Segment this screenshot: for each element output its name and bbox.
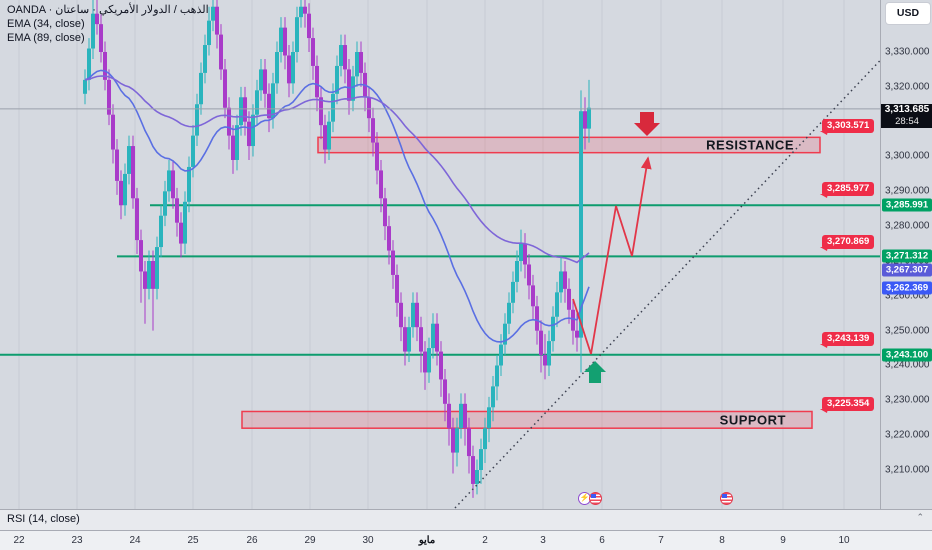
horizontal-level-lines[interactable]	[0, 204, 880, 356]
down-block-arrow[interactable]	[634, 112, 660, 136]
price-callout-label[interactable]: 3,285.977	[822, 182, 875, 196]
pane-collapse-icon[interactable]: ⌃	[916, 512, 924, 522]
current-price-value: 3,313.685	[884, 103, 930, 115]
indicator-ema34-label[interactable]: EMA (34, close)	[7, 18, 85, 30]
price-level-tag: 3,285.991	[882, 198, 932, 212]
price-tick: 3,300.000	[885, 150, 930, 162]
ema-34-line	[84, 69, 590, 343]
chart-plot: RESISTANCE SUPPORT	[0, 0, 880, 509]
zone-label: RESISTANCE	[706, 137, 794, 152]
price-level-tag: 3,267.307	[882, 263, 932, 277]
price-tick: 3,330.000	[885, 46, 930, 58]
us-economic-event-icon[interactable]	[720, 492, 733, 505]
projection-zigzag-arrow[interactable]	[572, 156, 652, 355]
time-tick: 8	[719, 535, 725, 546]
bar-countdown: 28:54	[895, 115, 919, 127]
price-tick: 3,210.000	[885, 464, 930, 476]
time-axis[interactable]: 22 23 24 25 26 29 30 مايو 2 3 6 7 8 9 10	[0, 530, 932, 550]
symbol-title[interactable]: OANDA · الذهب / الدولار الأمريكي · ساعتا…	[7, 4, 209, 16]
price-tick: 3,290.000	[885, 185, 930, 197]
time-tick: 30	[362, 535, 374, 546]
price-callout-label[interactable]: 3,225.354	[822, 397, 875, 411]
price-tick: 3,230.000	[885, 394, 930, 406]
time-tick: 6	[599, 535, 605, 546]
time-tick: 24	[129, 535, 141, 546]
rsi-indicator-label[interactable]: RSI (14, close)	[7, 513, 80, 525]
price-level-tag: 3,271.312	[882, 249, 932, 263]
price-level-tag: 3,262.369	[882, 281, 932, 295]
time-tick: 9	[780, 535, 786, 546]
price-axis[interactable]: 3,313.685 28:54 3,330.0003,320.0003,310.…	[880, 0, 932, 509]
ema-89-line	[84, 75, 590, 264]
price-tick: 3,240.000	[885, 359, 930, 371]
time-tick: 25	[187, 535, 199, 546]
us-economic-event-icon[interactable]	[589, 492, 602, 505]
price-level-tag: 3,243.100	[882, 348, 932, 362]
price-tick: 3,250.000	[885, 325, 930, 337]
time-tick: 3	[540, 535, 546, 546]
flash-event-icon[interactable]: ⚡	[578, 492, 591, 505]
time-tick: مايو	[418, 535, 436, 546]
price-callout-label[interactable]: 3,303.571	[822, 119, 875, 133]
zone-resistance[interactable]: RESISTANCE	[317, 136, 821, 154]
price-tick: 3,320.000	[885, 81, 930, 93]
time-tick: 23	[71, 535, 83, 546]
chart-legend: OANDA · الذهب / الدولار الأمريكي · ساعتا…	[7, 3, 209, 45]
price-callout-label[interactable]: 3,243.139	[822, 332, 875, 346]
time-tick: 29	[304, 535, 316, 546]
time-tick: 7	[658, 535, 664, 546]
zone-support[interactable]: SUPPORT	[241, 410, 813, 429]
rsi-pane-header[interactable]: RSI (14, close) ⌃	[0, 509, 932, 530]
price-tick: 3,280.000	[885, 220, 930, 232]
price-callout-label[interactable]: 3,270.869	[822, 235, 875, 249]
dotted-trendline[interactable]	[454, 29, 880, 509]
time-tick: 2	[482, 535, 488, 546]
up-block-arrow[interactable]	[584, 361, 606, 383]
chart-canvas[interactable]: RESISTANCE SUPPORT OANDA · الذهب / الدولا…	[0, 0, 880, 509]
price-tick: 3,260.000	[885, 290, 930, 302]
time-tick: 22	[13, 535, 25, 546]
time-tick: 10	[838, 535, 850, 546]
currency-toggle-button[interactable]: USD	[886, 3, 930, 24]
price-tick: 3,220.000	[885, 429, 930, 441]
current-price-box: 3,313.685 28:54	[881, 103, 932, 128]
zone-label: SUPPORT	[720, 412, 786, 427]
candlesticks	[83, 0, 591, 498]
indicator-ema89-label[interactable]: EMA (89, close)	[7, 32, 85, 44]
time-tick: 26	[246, 535, 258, 546]
